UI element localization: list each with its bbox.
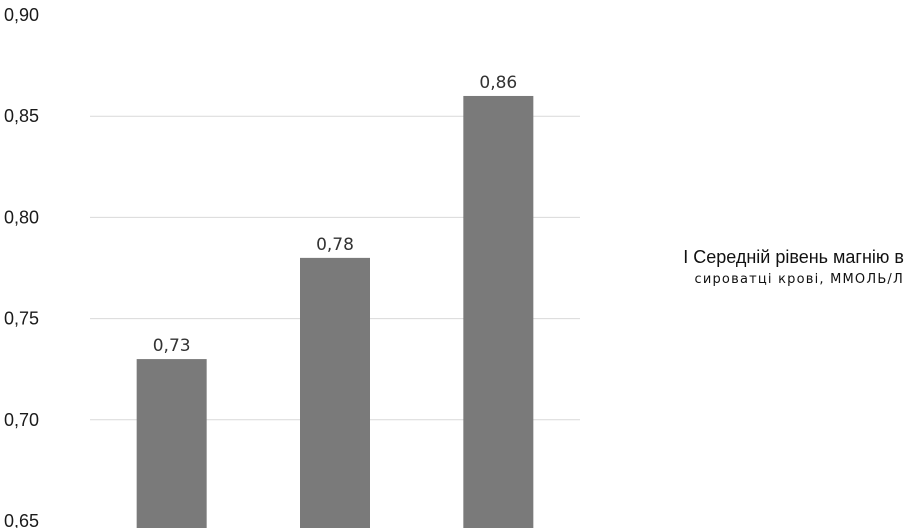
legend-label-line-2: сироватці крові, ММОЛЬ/Л [694, 272, 904, 287]
y-tick-label: 0,75 [4, 309, 39, 329]
bar [136, 359, 207, 528]
bar-value-label: 0,73 [153, 336, 191, 356]
bar-value-label: 0,78 [316, 235, 354, 255]
bars [136, 95, 534, 528]
y-tick-label: 0,85 [4, 106, 39, 126]
bar-value-label: 0,86 [479, 73, 517, 93]
y-tick-label: 0,80 [4, 207, 39, 227]
y-tick-label: 0,90 [4, 5, 39, 25]
bar [300, 257, 370, 528]
y-tick-label: 0,65 [4, 511, 39, 528]
bar [463, 95, 534, 528]
legend-label-line-1: I Середній рівень магнію в [683, 247, 904, 267]
y-axis: 0,65 0,70 0,75 0,80 0,85 0,90 [4, 5, 39, 528]
legend: I Середній рівень магнію в сироватці кро… [600, 244, 904, 290]
data-labels: 0,73 0,78 0,86 [153, 73, 518, 356]
y-tick-label: 0,70 [4, 410, 39, 430]
